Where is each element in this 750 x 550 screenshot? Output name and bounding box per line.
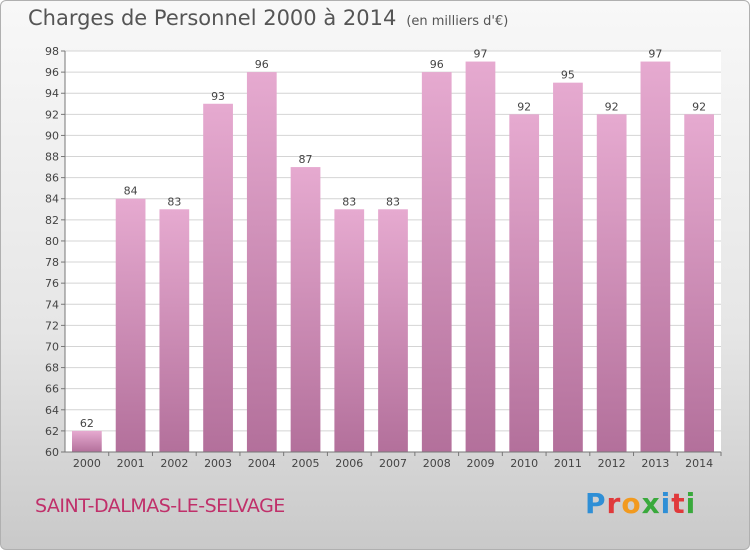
data-label: 83 [386, 195, 400, 208]
x-tick-label: 2001 [117, 457, 145, 470]
x-axis: 2000 2001 2002 2003 2004 2005 2006 2007 2008 2009… [65, 451, 722, 470]
x-tick-label: 2014 [685, 457, 713, 470]
bar-2010 [509, 114, 540, 452]
data-label: 96 [255, 58, 269, 71]
logo-letter: t [671, 487, 686, 520]
x-tick-label: 2006 [335, 457, 363, 470]
data-label: 83 [167, 195, 181, 208]
y-tick-label: 90 [45, 129, 59, 142]
bars: 62 84 83 93 96 87 83 83 96 97 92 95 92 97 92 [71, 48, 715, 453]
bar-2014 [684, 114, 715, 452]
bar-2009 [465, 61, 496, 452]
y-tick-label: 80 [45, 235, 59, 248]
y-tick-label: 62 [45, 425, 59, 438]
y-tick-label: 84 [45, 193, 59, 206]
y-tick-label: 72 [45, 319, 59, 332]
bar-2001 [115, 198, 146, 452]
chart-title: Charges de Personnel 2000 à 2014 (en mill… [28, 6, 508, 30]
data-label: 92 [605, 100, 619, 113]
y-tick-label: 68 [45, 362, 59, 375]
y-tick-label: 66 [45, 383, 59, 396]
data-label: 87 [299, 153, 313, 166]
y-tick-label: 94 [45, 87, 59, 100]
y-tick-label: 82 [45, 214, 59, 227]
y-tick-label: 60 [45, 446, 59, 459]
proxiti-logo: Proxiti [585, 487, 696, 520]
y-tick-label: 74 [45, 298, 59, 311]
y-tick-label: 98 [45, 45, 59, 58]
data-label: 97 [473, 48, 487, 61]
data-label: 92 [692, 100, 706, 113]
bar-2002 [159, 209, 190, 452]
logo-letter: i [685, 487, 697, 520]
bar-2000 [71, 430, 102, 452]
data-label: 93 [211, 90, 225, 103]
x-tick-label: 2008 [423, 457, 451, 470]
data-label: 95 [561, 69, 575, 82]
bar-2012 [596, 114, 627, 452]
x-tick-label: 2002 [160, 457, 188, 470]
x-tick-label: 2009 [466, 457, 494, 470]
logo-letter: x [641, 487, 661, 520]
logo-letter: r [606, 487, 622, 520]
y-tick-label: 78 [45, 256, 59, 269]
x-tick-label: 2004 [248, 457, 276, 470]
logo-letter: o [621, 487, 642, 520]
y-tick-label: 88 [45, 151, 59, 164]
y-axis: 60 62 64 66 68 70 72 74 76 78 80 82 84 86 88 90 92 94 96 98 [45, 45, 66, 459]
x-tick-label: 2007 [379, 457, 407, 470]
commune-name: SAINT-DALMAS-LE-SELVAGE [35, 495, 285, 517]
x-tick-label: 2012 [598, 457, 626, 470]
logo-letter: i [660, 487, 672, 520]
y-tick-label: 86 [45, 172, 59, 185]
bar-2008 [421, 72, 452, 453]
y-tick-label: 70 [45, 340, 59, 353]
bar-2007 [378, 209, 408, 452]
data-label: 83 [342, 195, 356, 208]
x-tick-label: 2013 [641, 457, 669, 470]
bar-2011 [553, 82, 583, 452]
y-tick-label: 92 [45, 108, 59, 121]
unit-label: (en milliers d'€) [406, 14, 509, 29]
x-tick-label: 2000 [73, 457, 101, 470]
data-label: 96 [430, 58, 444, 71]
y-tick-label: 96 [45, 66, 59, 79]
data-label: 92 [517, 100, 531, 113]
x-tick-label: 2011 [554, 457, 582, 470]
y-tick-label: 64 [45, 404, 59, 417]
x-tick-label: 2010 [510, 457, 538, 470]
bar-2004 [246, 72, 277, 453]
y-tick-label: 76 [45, 277, 59, 290]
title-text: Charges de Personnel 2000 à 2014 [28, 6, 397, 30]
x-tick-label: 2003 [204, 457, 232, 470]
data-label: 84 [124, 185, 138, 198]
bar-2006 [334, 209, 365, 452]
bar-2013 [640, 61, 671, 452]
data-label: 97 [648, 48, 662, 61]
data-label: 62 [80, 417, 94, 430]
bar-2003 [203, 103, 233, 453]
logo-letter: P [585, 487, 607, 520]
bar-2005 [290, 167, 321, 452]
x-tick-label: 2005 [292, 457, 320, 470]
